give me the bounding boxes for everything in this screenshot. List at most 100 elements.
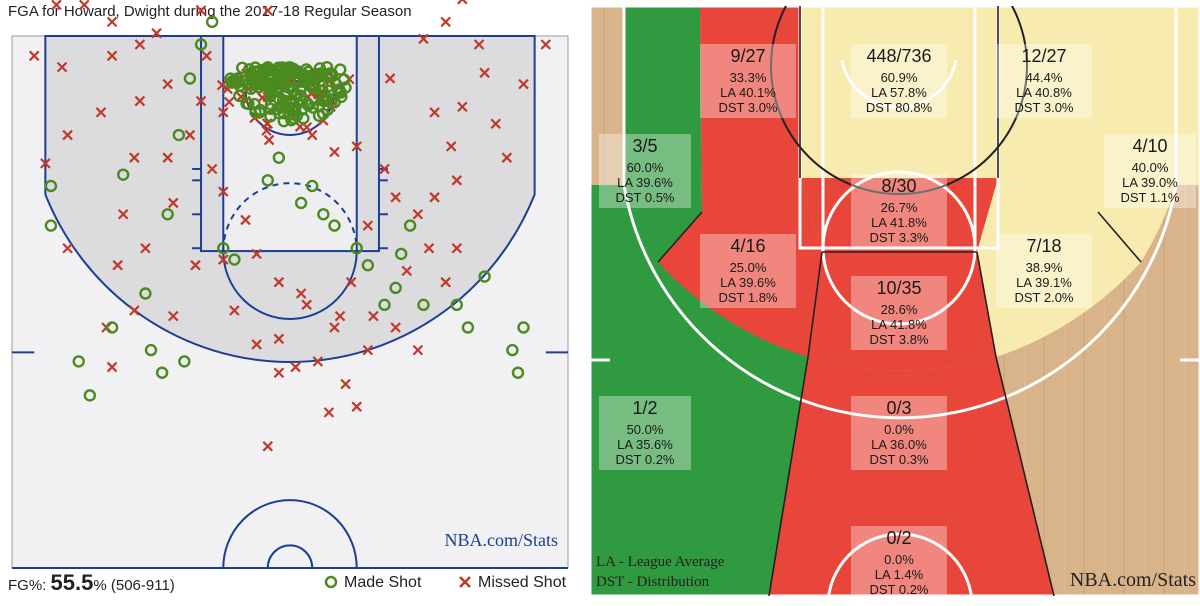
shot-points: [28, 0, 552, 452]
free-throw-arc-dashed: [222, 182, 358, 252]
missed-shot-point: [490, 118, 501, 130]
missed-shot-point: [323, 407, 335, 418]
zone-boundary-top-key-right: [995, 356, 1055, 596]
zone-league-average: LA 41.8%: [871, 317, 927, 332]
made-shot-point: [252, 81, 266, 94]
missed-shot-point: [290, 361, 301, 373]
missed-shot-point: [117, 208, 129, 220]
zone-made-attempts: 7/18: [1026, 236, 1061, 256]
zone-made-attempts: 10/35: [876, 278, 921, 298]
missed-shot-point: [112, 259, 123, 271]
made-shot-point: [389, 281, 402, 295]
made-shot-point: [248, 97, 261, 111]
zone-league-average: LA 40.1%: [720, 85, 776, 100]
missed-shot-point: [134, 95, 146, 107]
zone-league-average: LA 57.8%: [871, 85, 927, 100]
zone-made-attempts: 448/736: [866, 46, 931, 66]
zone-made-attempts: 12/27: [1021, 46, 1066, 66]
made-shot-point: [259, 79, 273, 92]
missed-shot-point: [301, 299, 312, 311]
made-shot-point: [378, 298, 391, 312]
made-shot-point: [183, 72, 197, 85]
made-shot-point: [139, 287, 152, 300]
zone-center-circle: [827, 532, 973, 596]
zone-fill-left-wing-3: [590, 185, 808, 596]
zone-boundary-center-right: [976, 251, 997, 358]
zone-boundaries: [657, 6, 1142, 596]
zone-distribution: DST 1.8%: [718, 290, 777, 305]
missed-shot-point: [263, 134, 275, 146]
made-shot-point: [194, 38, 208, 51]
missed-shot-point: [457, 0, 468, 5]
missed-shot-point: [345, 276, 357, 288]
zone-percentage: 60.9%: [881, 70, 918, 85]
zone-legend-note-la: LA - League Average: [596, 554, 725, 570]
missed-shot-point: [379, 163, 390, 175]
zone-restricted-circle: [770, 6, 1028, 195]
zone-percentage: 40.0%: [1132, 160, 1169, 175]
made-shot-point: [506, 343, 519, 357]
made-shot-point: [72, 355, 85, 368]
zone-league-average: LA 1.4%: [875, 567, 924, 582]
made-shot-point: [450, 298, 463, 312]
made-shot-point: [461, 321, 475, 334]
made-shot-point: [284, 81, 297, 95]
zone-label-box: [851, 44, 947, 118]
missed-shot-point: [429, 107, 440, 118]
missed-shot-point: [201, 50, 212, 62]
missed-shot-point: [262, 441, 274, 452]
zone-made-attempts: 0/3: [886, 398, 911, 418]
missed-shot-point: [518, 78, 529, 90]
zone-distribution: DST 1.1%: [1120, 190, 1179, 205]
missed-shot-point: [140, 242, 151, 254]
missed-shot-point: [106, 361, 118, 373]
zone-league-average: LA 39.6%: [617, 175, 673, 190]
zone-percentage: 50.0%: [627, 422, 664, 437]
zone-fill-left-baseline-mid: [700, 6, 800, 212]
zone-made-attempts: 4/16: [730, 236, 765, 256]
zone-three-point-line: [622, 6, 1178, 420]
zone-distribution: DST 2.0%: [1014, 290, 1073, 305]
missed-shot-point: [273, 333, 285, 345]
missed-shot-point: [368, 310, 379, 322]
made-shot-point: [44, 219, 58, 232]
legend-missed-shot: Missed Shot: [458, 574, 566, 592]
missed-shot-point: [129, 152, 140, 163]
missed-shot-point: [362, 220, 374, 231]
missed-shot-point: [473, 39, 485, 50]
made-shot-point: [297, 68, 310, 81]
zone-boundary-top-key-left: [768, 356, 809, 596]
zone-league-average: LA 39.6%: [720, 275, 776, 290]
missed-shot-point: [79, 0, 90, 11]
missed-shot-point: [216, 79, 228, 91]
fg-summary: FG%: 55.5% (506-911): [8, 570, 175, 596]
made-shot-point: [144, 343, 158, 357]
missed-shot-point: [62, 129, 73, 141]
shot-chart-watermark: NBA.com/Stats: [444, 530, 558, 550]
missed-shot-point: [273, 276, 285, 288]
missed-shot-point: [162, 78, 173, 90]
missed-shot-point: [56, 61, 68, 73]
missed-shot-point: [412, 208, 424, 220]
missed-shot-point: [329, 146, 340, 158]
zone-percentage: 28.6%: [881, 302, 918, 317]
zone-distribution: DST 3.0%: [1014, 100, 1073, 115]
zone-league-average: LA 35.6%: [617, 437, 673, 452]
missed-shot-point: [95, 107, 107, 118]
zone-boundary-center-left: [807, 251, 823, 358]
missed-shot-point: [51, 0, 62, 11]
zone-made-attempts: 1/2: [632, 398, 657, 418]
zone-distribution: DST 0.2%: [615, 452, 674, 467]
zone-percentage: 26.7%: [881, 200, 918, 215]
made-shot-point: [317, 208, 330, 221]
missed-shot-point: [167, 197, 179, 209]
missed-shot-point: [501, 152, 513, 163]
made-shot-point: [306, 179, 319, 193]
missed-shot-point: [423, 242, 435, 254]
zone-distribution: DST 3.8%: [869, 332, 928, 347]
zone-label-box: [996, 44, 1092, 118]
missed-shot-point: [440, 276, 451, 288]
missed-shot-point: [261, 125, 272, 136]
made-shot-point: [285, 96, 298, 109]
